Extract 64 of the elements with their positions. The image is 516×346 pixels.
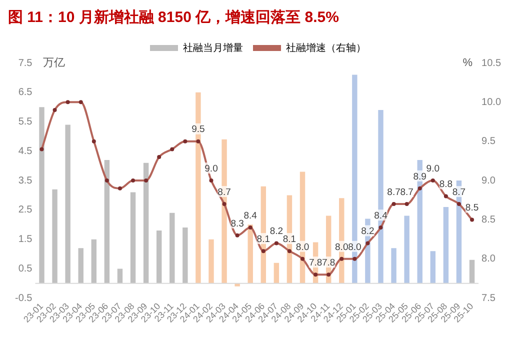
y-axis-title: 万亿 [43, 57, 66, 70]
bar [443, 206, 449, 284]
data-label: 8.7 [452, 186, 466, 198]
y-tick-label: -0.5 [14, 292, 33, 304]
data-label: 8.0 [348, 242, 362, 253]
bar [170, 212, 175, 284]
bar [208, 239, 214, 284]
y-tick-label: 6.5 [18, 87, 33, 98]
data-label: 8.4 [374, 210, 388, 222]
data-label: 8.4 [244, 210, 257, 222]
bar [91, 239, 97, 284]
y2-tick-label: 8.5 [482, 214, 496, 226]
y-tick-label: 0.5 [18, 263, 33, 274]
y-tick-label: 1.5 [18, 234, 33, 246]
y2-axis-title: % [462, 57, 473, 70]
data-label: 8.3 [230, 218, 244, 230]
data-label: 8.7 [387, 186, 400, 198]
data-label: 8.7 [218, 186, 231, 198]
y2-tick-label: 8.0 [482, 254, 496, 265]
data-label: 8.0 [335, 242, 348, 253]
y2-tick-label: 9.0 [482, 175, 496, 186]
bar [156, 230, 162, 284]
data-label: 7.8 [322, 257, 336, 268]
bar [130, 192, 136, 284]
data-label: 8.7 [400, 186, 414, 198]
y-tick-label: 7.5 [18, 58, 33, 69]
y-tick-label: 4.5 [18, 146, 33, 157]
y2-tick-label: 10.5 [482, 58, 502, 69]
data-label: 8.5 [465, 202, 479, 214]
data-label: 9.0 [204, 163, 218, 174]
bar [234, 283, 240, 286]
y-tick-label: 3.5 [18, 175, 33, 186]
y2-tick-label: 9.5 [482, 136, 496, 148]
y-tick-label: 2.5 [18, 204, 33, 216]
y2-tick-label: 10.0 [482, 96, 502, 108]
data-label: 8.9 [413, 171, 426, 182]
data-label: 8.2 [361, 226, 374, 238]
chart-title: 图 11：10 月新增社融 8150 亿，增速回落至 8.5% [8, 8, 340, 27]
data-label: 8.1 [256, 234, 270, 245]
bar [182, 228, 188, 284]
data-label: 8.1 [282, 234, 296, 245]
bar [469, 260, 475, 284]
data-label: 8.0 [296, 242, 310, 253]
legend-label: 社融增速（右轴） [286, 42, 366, 54]
bar [143, 162, 149, 284]
y-tick-label: 5.5 [18, 116, 33, 128]
data-label: 9.5 [192, 124, 205, 136]
bar [117, 268, 123, 284]
bar [430, 251, 436, 284]
bar [52, 189, 58, 284]
bar [404, 216, 410, 284]
bar [39, 107, 44, 284]
bar [248, 224, 253, 284]
bar [78, 248, 84, 284]
data-label: 8.2 [270, 226, 284, 238]
data-label: 9.0 [426, 163, 440, 174]
data-label: 7.8 [308, 257, 322, 268]
bar [274, 262, 280, 284]
legend-label: 社融当月增量 [183, 42, 243, 54]
bar [391, 248, 396, 284]
data-label: 8.8 [439, 179, 453, 190]
y2-tick-label: 7.5 [482, 292, 496, 304]
bar [104, 160, 110, 284]
bar [65, 124, 70, 284]
